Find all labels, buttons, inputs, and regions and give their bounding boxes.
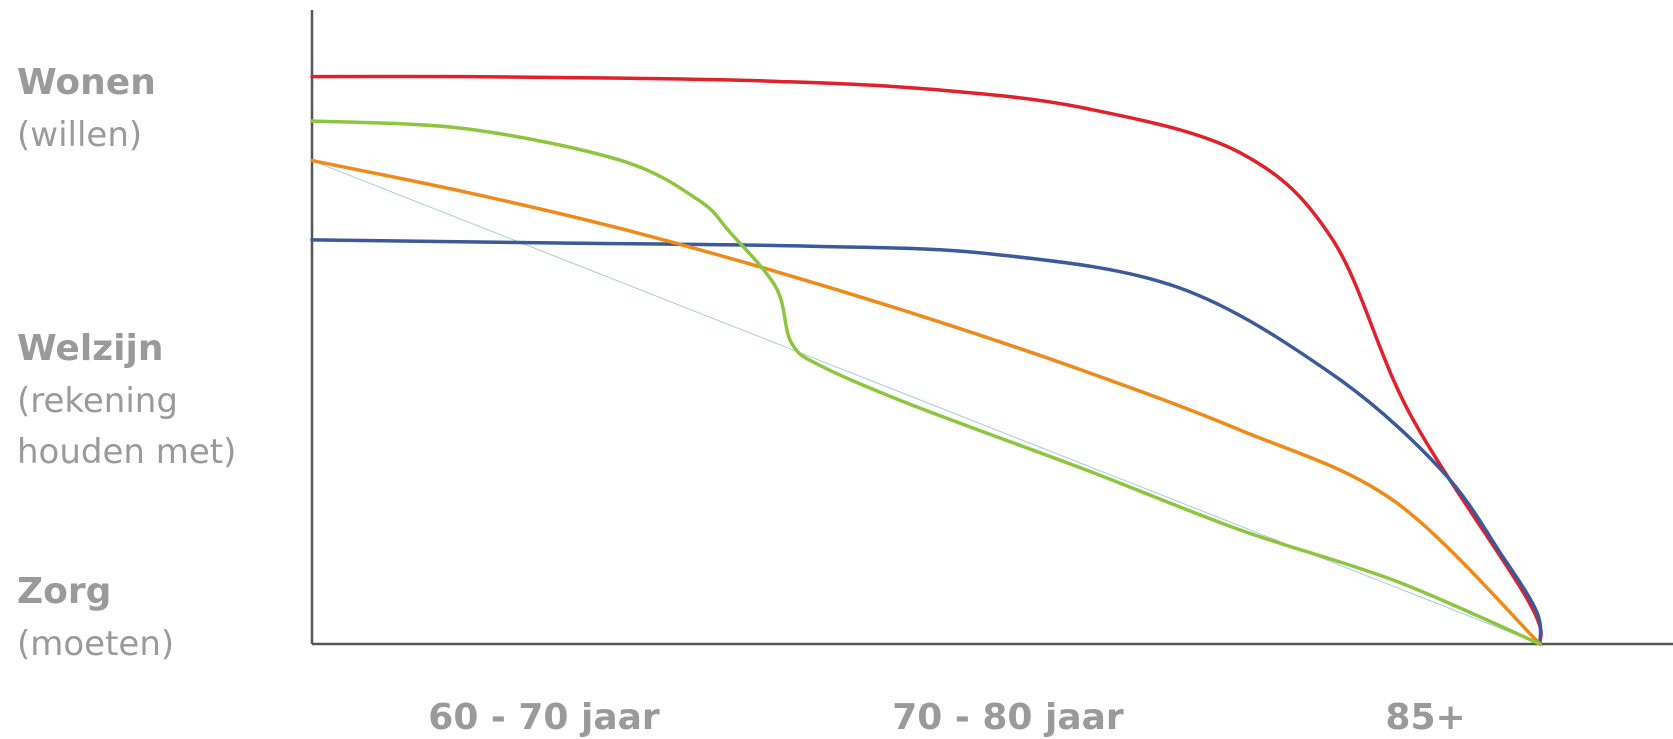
y-axis-labels: Wonen (willen) Welzijn (rekening houden met)… bbox=[17, 62, 236, 664]
y-level-subtitle-welzijn-2: houden met) bbox=[17, 432, 236, 472]
y-level-title-wonen: Wonen bbox=[17, 62, 156, 103]
x-tick-label-2: 70 - 80 jaar bbox=[892, 697, 1124, 738]
series-line-3 bbox=[310, 158, 1542, 646]
y-level-title-welzijn: Welzijn bbox=[17, 328, 163, 369]
axes bbox=[310, 10, 1673, 646]
y-level-title-zorg: Zorg bbox=[17, 571, 111, 612]
series-line-4 bbox=[310, 119, 1542, 646]
series-layer bbox=[310, 74, 1543, 646]
x-tick-label-1: 60 - 70 jaar bbox=[428, 697, 660, 738]
series-line-1 bbox=[310, 74, 1543, 646]
series-line-2 bbox=[310, 238, 1543, 646]
y-level-subtitle-welzijn-1: (rekening bbox=[17, 381, 178, 421]
series-line-5 bbox=[311, 160, 1541, 645]
x-axis-tick-labels: 60 - 70 jaar 70 - 80 jaar 85+ bbox=[428, 697, 1465, 738]
x-tick-label-3: 85+ bbox=[1385, 697, 1465, 738]
y-level-subtitle-wonen-1: (willen) bbox=[17, 115, 142, 155]
y-level-subtitle-zorg-1: (moeten) bbox=[17, 624, 174, 664]
